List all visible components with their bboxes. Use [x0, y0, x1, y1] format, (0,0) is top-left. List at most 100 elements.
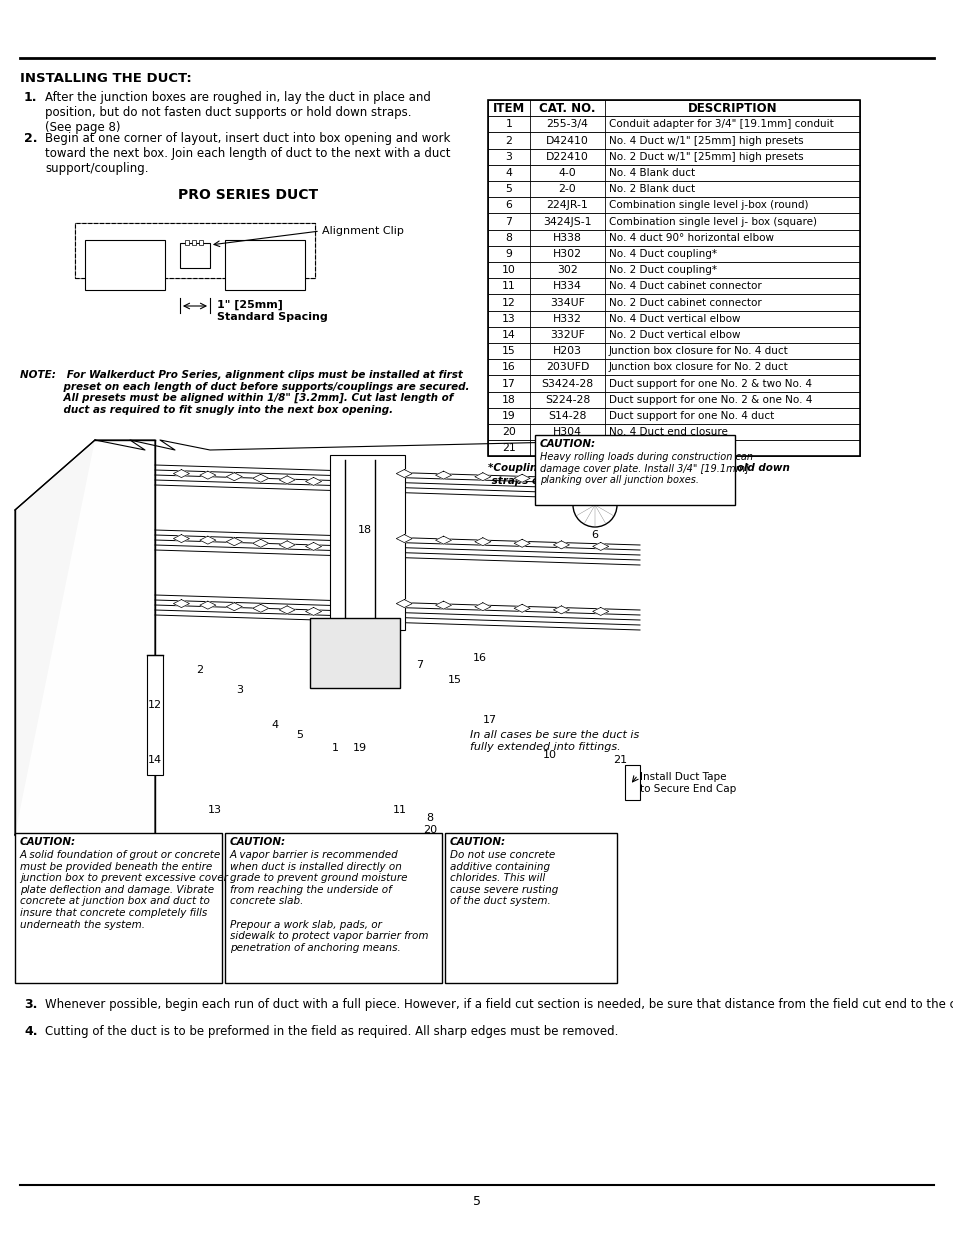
Text: 13: 13 — [208, 805, 222, 815]
Bar — [488, 294, 859, 310]
Polygon shape — [475, 473, 491, 480]
Bar — [488, 198, 859, 214]
Bar — [624, 764, 639, 800]
Text: 12: 12 — [148, 700, 162, 710]
Text: Install Duct Tape
to Secure End Cap: Install Duct Tape to Secure End Cap — [639, 772, 736, 794]
Text: 1" [25mm]
Standard Spacing: 1" [25mm] Standard Spacing — [216, 300, 328, 322]
Text: 3.: 3. — [24, 998, 37, 1011]
Bar — [75, 224, 314, 278]
Polygon shape — [199, 536, 215, 545]
Text: Begin at one corner of layout, insert duct into box opening and work
toward the : Begin at one corner of layout, insert du… — [45, 132, 450, 175]
Text: 21: 21 — [612, 755, 626, 764]
Text: 13: 13 — [501, 314, 516, 324]
Polygon shape — [553, 541, 569, 548]
Bar — [75, 224, 314, 278]
Polygon shape — [475, 537, 491, 546]
Text: 10: 10 — [542, 750, 557, 760]
Text: 10: 10 — [501, 266, 516, 275]
Text: 9: 9 — [505, 249, 512, 259]
Bar — [488, 148, 859, 164]
Text: 8: 8 — [505, 232, 512, 243]
Text: 15: 15 — [448, 676, 461, 685]
Bar — [488, 182, 859, 198]
Bar — [488, 359, 859, 375]
Polygon shape — [305, 608, 321, 615]
Text: PRO SERIES DUCT: PRO SERIES DUCT — [178, 188, 317, 203]
Bar — [310, 618, 399, 688]
Text: Do not use concrete
additive containing
chlorides. This will
cause severe rustin: Do not use concrete additive containing … — [450, 850, 558, 906]
Polygon shape — [173, 599, 190, 608]
Bar — [488, 375, 859, 391]
Text: 11: 11 — [393, 805, 407, 815]
Text: 224JR-1: 224JR-1 — [546, 200, 588, 210]
Text: 16: 16 — [473, 653, 486, 663]
Text: D42410: D42410 — [545, 136, 588, 146]
Text: 203UFD: 203UFD — [545, 362, 589, 372]
Text: 7: 7 — [416, 659, 423, 671]
Text: 16: 16 — [501, 362, 516, 372]
Text: Duct support for one No. 2 & two No. 4: Duct support for one No. 2 & two No. 4 — [608, 378, 811, 389]
Bar — [192, 240, 195, 245]
Text: Junction box closure for No. 4 duct: Junction box closure for No. 4 duct — [608, 346, 788, 356]
Bar — [488, 262, 859, 278]
Bar — [488, 310, 859, 327]
Text: 20: 20 — [422, 825, 436, 835]
Text: 17: 17 — [501, 378, 516, 389]
Polygon shape — [226, 603, 242, 611]
Text: 2: 2 — [505, 136, 512, 146]
Bar — [488, 343, 859, 359]
Bar — [488, 164, 859, 182]
Polygon shape — [279, 475, 294, 484]
Text: 6: 6 — [591, 530, 598, 540]
Bar — [225, 832, 441, 983]
Bar — [444, 832, 617, 983]
Polygon shape — [395, 535, 412, 542]
Text: CAUTION:: CAUTION: — [20, 837, 76, 847]
Bar — [147, 655, 163, 776]
Text: 14: 14 — [501, 330, 516, 340]
Bar — [15, 832, 222, 983]
Text: No. 4 Duct coupling*: No. 4 Duct coupling* — [608, 249, 717, 259]
Text: 2: 2 — [196, 664, 203, 676]
Polygon shape — [592, 542, 608, 551]
Polygon shape — [436, 471, 451, 479]
Text: 15: 15 — [501, 346, 516, 356]
Polygon shape — [253, 540, 269, 547]
Polygon shape — [436, 601, 451, 609]
Text: H332: H332 — [553, 314, 581, 324]
Bar — [225, 240, 305, 290]
Polygon shape — [514, 604, 530, 613]
Text: straps or splicing ducts.: straps or splicing ducts. — [488, 477, 632, 487]
Text: No. 4 Duct w/1" [25mm] high presets: No. 4 Duct w/1" [25mm] high presets — [608, 136, 802, 146]
Text: 4: 4 — [505, 168, 512, 178]
Text: CAUTION:: CAUTION: — [230, 837, 286, 847]
Bar — [488, 391, 859, 408]
Polygon shape — [436, 536, 451, 545]
Text: CAUTION:: CAUTION: — [539, 438, 596, 450]
Polygon shape — [305, 542, 321, 551]
Text: CAUTION:: CAUTION: — [450, 837, 506, 847]
Text: 4.: 4. — [24, 1025, 37, 1037]
Polygon shape — [514, 540, 530, 547]
Bar — [180, 243, 210, 268]
Text: Junction box closure for No. 2 duct: Junction box closure for No. 2 duct — [608, 362, 788, 372]
Text: INSTALLING THE DUCT:: INSTALLING THE DUCT: — [20, 72, 192, 85]
Text: 4-0: 4-0 — [558, 168, 576, 178]
Text: S14-28: S14-28 — [548, 411, 586, 421]
Bar — [488, 100, 859, 457]
Text: No. 4 Duct end closure: No. 4 Duct end closure — [608, 427, 727, 437]
Text: 1: 1 — [331, 743, 338, 753]
Text: A solid foundation of grout or concrete
must be provided beneath the entire
junc: A solid foundation of grout or concrete … — [20, 850, 228, 930]
Text: Duct support for one No. 2 & one No. 4: Duct support for one No. 2 & one No. 4 — [608, 395, 812, 405]
Text: 7: 7 — [505, 216, 512, 226]
Text: After the junction boxes are roughed in, lay the duct in place and
position, but: After the junction boxes are roughed in,… — [45, 91, 431, 135]
Text: Combination single level j-box (round): Combination single level j-box (round) — [608, 200, 807, 210]
Polygon shape — [173, 535, 190, 542]
Text: 19: 19 — [501, 411, 516, 421]
Bar — [488, 246, 859, 262]
Polygon shape — [199, 601, 215, 609]
Text: 1: 1 — [505, 120, 512, 130]
Text: 5: 5 — [473, 1195, 480, 1208]
Bar — [535, 435, 734, 505]
Bar — [488, 424, 859, 440]
